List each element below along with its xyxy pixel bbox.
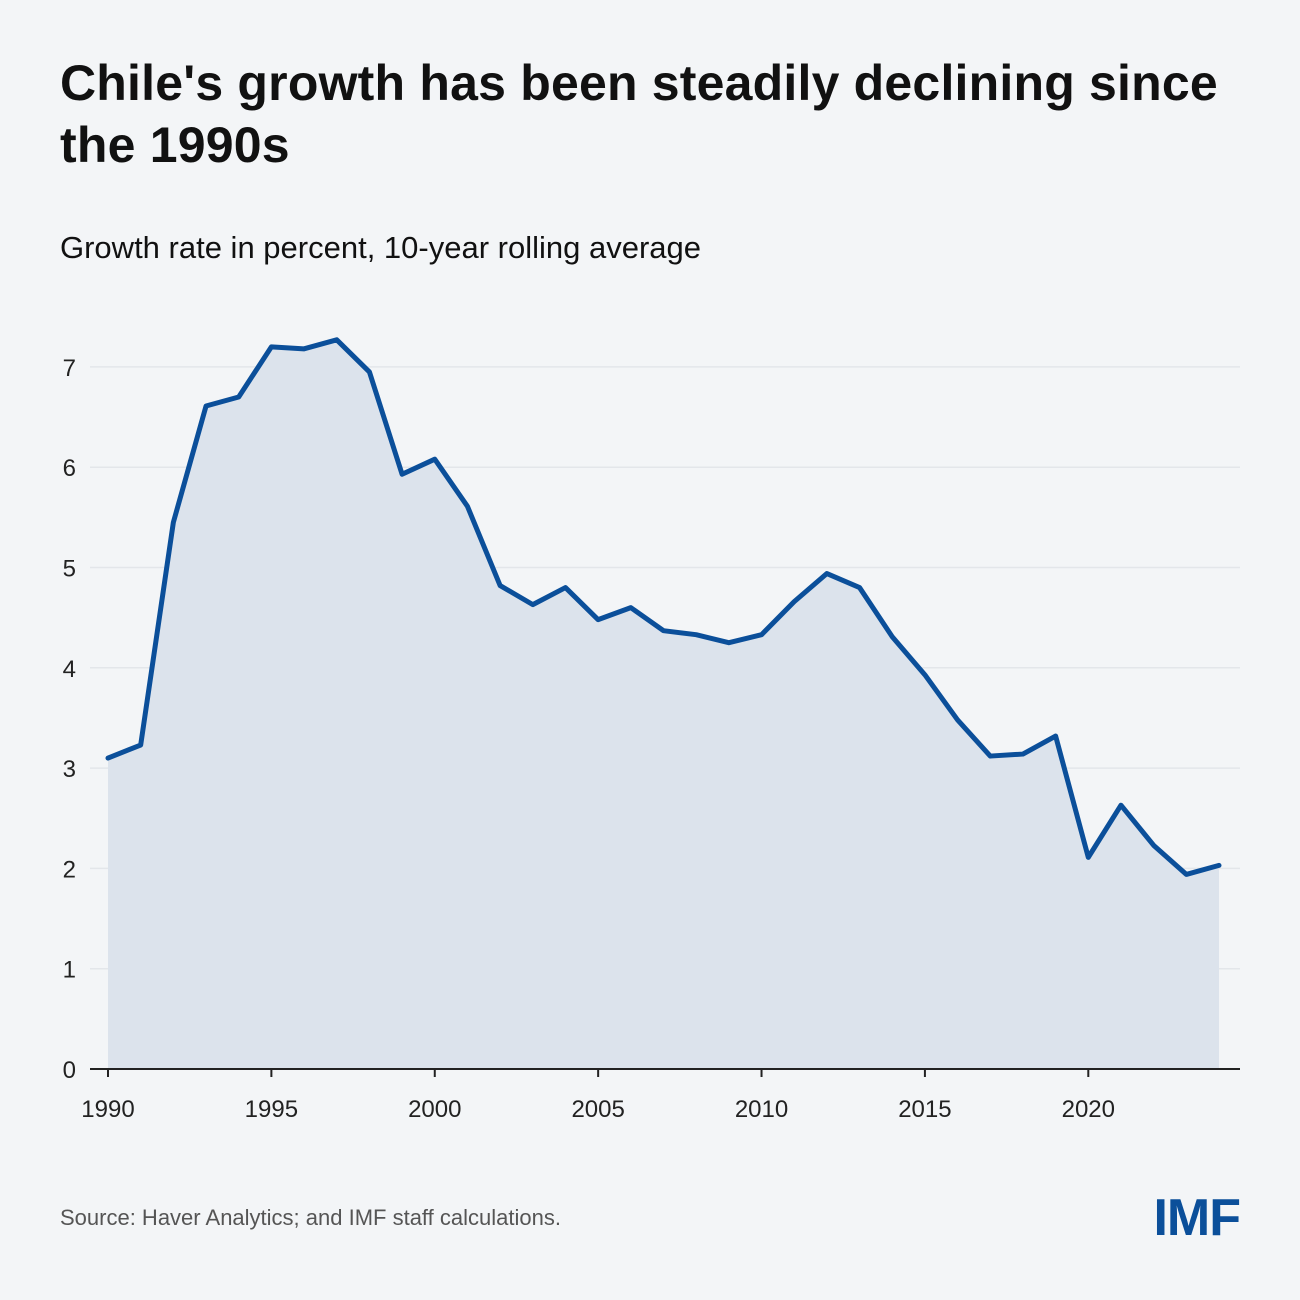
x-tick-label: 2010 — [735, 1096, 788, 1123]
series-line — [105, 337, 1222, 877]
imf-logo: IMF — [1153, 1189, 1241, 1247]
chart-subtitle: Growth rate in percent, 10-year rolling … — [60, 230, 701, 265]
y-tick-label: 0 — [63, 1057, 76, 1084]
y-tick-label: 2 — [63, 856, 76, 883]
chart-title: Chile's growth has been steadily declini… — [60, 55, 1218, 173]
y-tick-label: 5 — [63, 556, 76, 583]
y-tick-label: 6 — [63, 455, 76, 482]
y-tick-label: 3 — [63, 756, 76, 783]
x-tick-label: 1995 — [245, 1096, 298, 1123]
y-tick-label: 7 — [63, 355, 76, 382]
y-tick-label: 4 — [63, 656, 76, 683]
x-tick-label: 2000 — [408, 1096, 461, 1123]
x-tick-label: 2020 — [1062, 1096, 1115, 1123]
x-tick-label: 2005 — [571, 1096, 624, 1123]
x-tick-label: 2015 — [898, 1096, 951, 1123]
area-fill — [108, 339, 1219, 1070]
x-tick-label: 1990 — [81, 1096, 134, 1123]
y-tick-label: 1 — [63, 957, 76, 984]
source-note: Source: Haver Analytics; and IMF staff c… — [60, 1205, 561, 1230]
